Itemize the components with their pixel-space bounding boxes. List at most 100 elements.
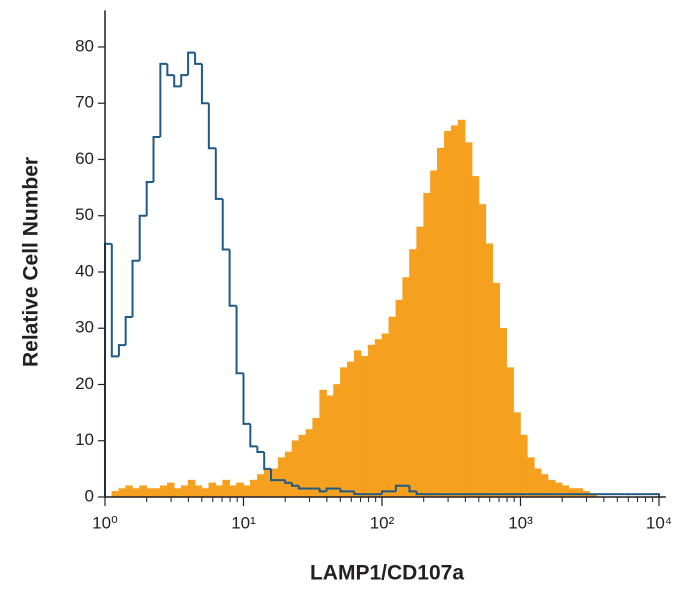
histogram-bar: [395, 299, 403, 498]
histogram-bar: [201, 488, 210, 498]
histogram-bar: [180, 485, 189, 498]
histogram-bar: [402, 277, 410, 498]
histogram-step: [318, 488, 327, 493]
histogram-bar: [367, 344, 376, 498]
histogram-bar: [326, 395, 334, 498]
histogram-step: [353, 491, 362, 496]
histogram-step: [131, 259, 140, 317]
histogram-bar: [492, 282, 501, 498]
histogram-step: [166, 63, 175, 77]
histogram-bar: [437, 147, 445, 498]
histogram-bar: [257, 474, 265, 498]
y-tick-label: 60: [75, 149, 94, 168]
histogram-step: [652, 493, 660, 497]
histogram-bar: [416, 226, 424, 498]
histogram-bar: [568, 488, 577, 498]
histogram-step: [284, 480, 293, 484]
histogram-bar: [243, 485, 251, 498]
histogram-bar: [305, 429, 314, 498]
histogram-step: [263, 451, 272, 470]
histogram-bar: [561, 485, 570, 498]
histogram-step: [249, 423, 258, 448]
y-axis-title: Relative Cell Number: [20, 157, 43, 367]
histogram-step: [325, 487, 334, 492]
histogram-step: [145, 180, 154, 216]
y-tick-label: 10: [75, 430, 94, 449]
histogram-bar: [450, 125, 459, 498]
x-tick-label: 10¹: [231, 513, 256, 532]
histogram-step: [408, 485, 417, 493]
histogram-step: [200, 63, 209, 105]
histogram-bar: [340, 367, 348, 498]
histogram-bar: [229, 485, 237, 498]
histogram-step: [228, 249, 237, 307]
histogram-bar: [139, 485, 147, 498]
x-axis-title: LAMP1/CD107a: [310, 562, 464, 585]
y-tick-label: 0: [85, 486, 94, 505]
histogram-bar: [381, 333, 390, 498]
histogram-bar: [444, 131, 452, 498]
histogram-bar: [388, 316, 397, 498]
histogram-bar: [527, 457, 535, 498]
histogram-step: [207, 103, 216, 150]
histogram-bar: [125, 485, 133, 498]
histogram-step: [297, 485, 306, 490]
histogram-step: [124, 315, 133, 346]
histogram-bar: [520, 434, 528, 498]
histogram-bar: [464, 142, 473, 498]
histogram-step: [214, 148, 223, 200]
histogram-bar: [146, 488, 154, 498]
histogram-bar: [312, 417, 321, 498]
histogram-step: [415, 491, 424, 496]
histogram-step: [173, 75, 182, 88]
histogram-step: [394, 484, 403, 492]
histogram-bar: [457, 119, 466, 498]
y-tick-label: 40: [75, 261, 94, 280]
histogram-bar: [284, 451, 293, 498]
x-tick-label: 10²: [370, 513, 395, 532]
x-tick-label: 10³: [508, 513, 533, 532]
histogram-bar: [319, 389, 327, 498]
histogram-bar: [333, 384, 341, 498]
histogram-bar: [270, 468, 279, 498]
histogram-step: [180, 74, 189, 87]
histogram-step: [242, 373, 251, 425]
histogram-bar: [478, 204, 487, 498]
histogram-bar: [485, 243, 494, 498]
x-tick-label: 10⁰: [92, 513, 118, 532]
histogram-bar: [347, 361, 355, 498]
histogram-step: [235, 305, 244, 375]
histogram-bar: [215, 485, 224, 498]
y-tick-label: 70: [75, 93, 94, 112]
histogram-bar: [423, 192, 431, 498]
histogram-step: [270, 468, 279, 482]
histogram-bar: [167, 482, 175, 498]
histogram-bar: [374, 339, 383, 498]
histogram-bar: [208, 482, 217, 498]
x-tick-label: 10⁴: [646, 513, 672, 532]
histogram-step: [221, 198, 230, 251]
histogram-bar: [513, 412, 521, 498]
histogram-bar: [263, 468, 272, 498]
histogram-bar: [236, 482, 244, 498]
histogram-bar: [353, 350, 362, 498]
histogram-bar: [194, 485, 203, 498]
histogram-bar: [534, 468, 542, 498]
histogram-step: [194, 52, 202, 65]
histogram-bar: [471, 176, 480, 498]
histogram-bar: [132, 488, 140, 498]
histogram-step: [104, 242, 112, 497]
histogram-step: [110, 243, 119, 358]
histogram-step: [117, 344, 126, 357]
histogram-step: [339, 488, 348, 493]
histogram-step: [256, 446, 265, 453]
histogram-bar: [173, 488, 182, 498]
histogram-bar: [153, 488, 161, 498]
histogram-bar: [118, 488, 126, 498]
histogram-bar: [187, 479, 196, 498]
histogram-bar: [360, 356, 369, 498]
histogram-bar: [575, 488, 584, 498]
histogram-step: [138, 214, 147, 261]
histogram-bar: [291, 440, 300, 498]
